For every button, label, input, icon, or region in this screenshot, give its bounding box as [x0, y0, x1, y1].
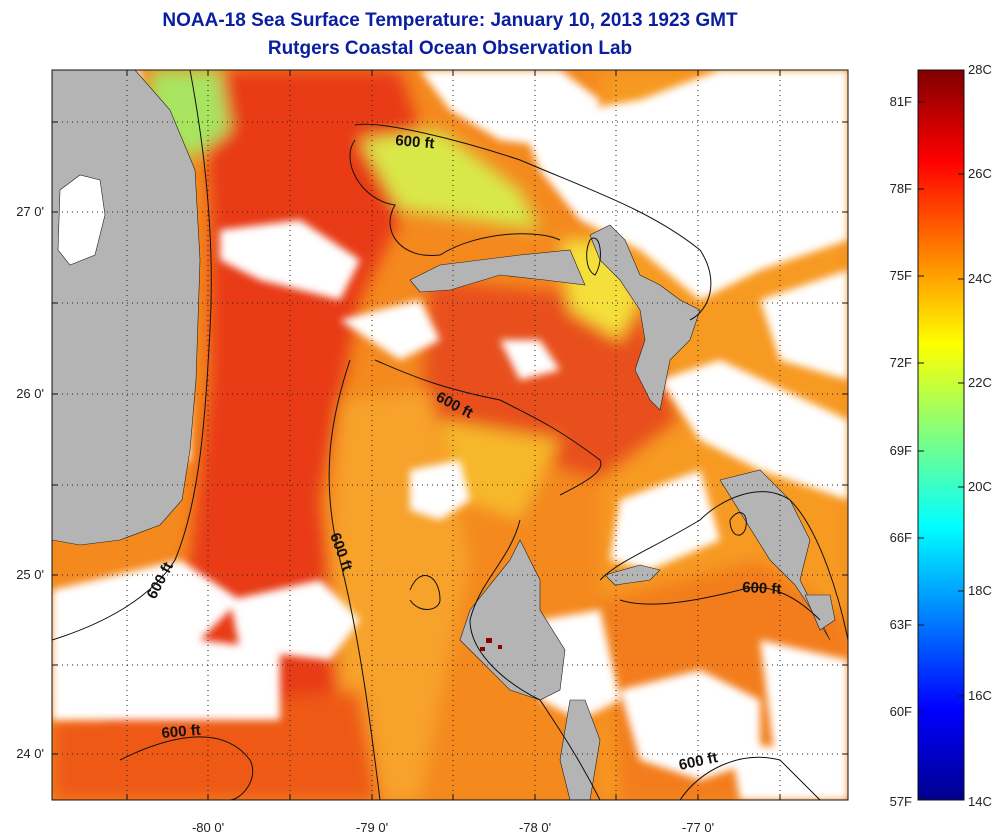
colorbar-f-label: 63F: [890, 617, 912, 632]
colorbar-f-label: 57F: [890, 794, 912, 809]
colorbar-c-label: 16C: [968, 688, 992, 703]
lon-label: -79 0': [356, 820, 388, 835]
colorbar-c-label: 18C: [968, 583, 992, 598]
colorbar-f-label: 69F: [890, 443, 912, 458]
lake-okeechobee: [57, 174, 106, 266]
lat-label: 25 0': [16, 567, 44, 582]
colorbar-c-label: 24C: [968, 271, 992, 286]
map-title: NOAA-18 Sea Surface Temperature: January…: [162, 10, 738, 31]
colorbar-f-label: 78F: [890, 181, 912, 196]
colorbar-c-label: 26C: [968, 166, 992, 181]
colorbar-c-label: 20C: [968, 479, 992, 494]
contour-label: 600 ft: [395, 132, 436, 152]
abaco: [589, 224, 701, 411]
lat-label: 24 0': [16, 746, 44, 761]
lat-label: 26 0': [16, 386, 44, 401]
colorbar-c-label: 22C: [968, 375, 992, 390]
map-frame: [51, 69, 849, 801]
colorbar-f-label: 60F: [890, 704, 912, 719]
colorbar-f-label: 66F: [890, 530, 912, 545]
lon-label: -78 0': [519, 820, 551, 835]
contour-label: 600 ft: [742, 579, 782, 598]
florida-land: [52, 70, 201, 546]
lat-label: 27 0': [16, 204, 44, 219]
grand-bahama: [409, 249, 586, 293]
colorbar-c-label: 28C: [968, 62, 992, 77]
colorbar-c-label: 14C: [968, 794, 992, 809]
lon-label: -77 0': [682, 820, 714, 835]
andros-south: [559, 699, 601, 800]
graticule: [52, 70, 848, 800]
colorbar-gradient: [917, 69, 965, 801]
colorbar-f-label: 81F: [890, 94, 912, 109]
cat-island: [804, 594, 836, 631]
contour-label: 600 ft: [161, 722, 202, 742]
lon-label: -80 0': [192, 820, 224, 835]
map-area: 600 ft 600 ft 600 ft 600 ft 600 ft 600 f…: [52, 70, 848, 800]
colorbar-f-label: 75F: [890, 268, 912, 283]
eleuthera: [719, 469, 831, 641]
colorbar: 28C 26C 24C 22C 20C 18C 16C 14C 81F 78F …: [890, 62, 992, 809]
colorbar-f-label: 72F: [890, 355, 912, 370]
map-subtitle: Rutgers Coastal Ocean Observation Lab: [267, 38, 633, 59]
